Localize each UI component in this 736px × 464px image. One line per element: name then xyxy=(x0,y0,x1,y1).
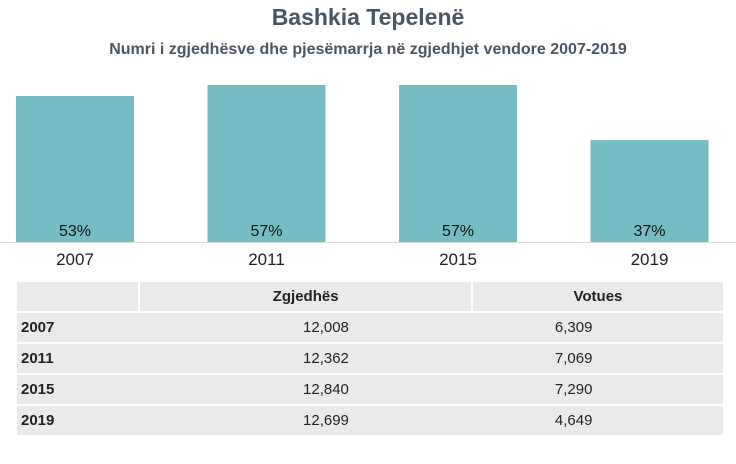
chart-title: Bashkia Tepelenë xyxy=(271,4,465,30)
bar-2007 xyxy=(16,96,134,242)
bar-value-label: 57% xyxy=(250,223,282,240)
header-zgjedhes: Zgjedhës xyxy=(138,282,471,311)
row-votues: 4,649 xyxy=(470,406,723,435)
table-header-row: Zgjedhës Votues xyxy=(17,282,723,311)
row-zgjedhes: 12,008 xyxy=(138,313,471,342)
bar-2019 xyxy=(590,140,709,242)
row-zgjedhes: 12,362 xyxy=(138,344,471,373)
bar-2015 xyxy=(399,85,517,242)
bar-2011 xyxy=(207,85,326,242)
bar-value-label: 53% xyxy=(59,223,91,240)
row-year: 2015 xyxy=(17,375,139,404)
chart-subtitle: Numri i zgjedhësve dhe pjesëmarrja në zg… xyxy=(109,41,627,58)
x-tick-label: 2011 xyxy=(248,250,285,269)
table-row: 2011 12,362 7,069 xyxy=(17,344,723,373)
bar-value-label: 57% xyxy=(442,223,474,240)
table-row: 2019 12,699 4,649 xyxy=(17,406,723,435)
bar-chart: 53% 2007 57% 2011 57% 2015 37% 2019 xyxy=(0,85,736,269)
table-row: 2015 12,840 7,290 xyxy=(17,375,723,404)
row-votues: 7,290 xyxy=(470,375,723,404)
x-tick-label: 2015 xyxy=(439,250,477,269)
table-row: 2007 12,008 6,309 xyxy=(17,313,723,342)
voters-table: Zgjedhës Votues 2007 12,008 6,309 2011 1… xyxy=(17,280,723,437)
row-zgjedhes: 12,840 xyxy=(138,375,471,404)
header-votues: Votues xyxy=(470,282,723,311)
row-zgjedhes: 12,699 xyxy=(138,406,471,435)
x-tick-label: 2007 xyxy=(56,250,94,269)
row-year: 2007 xyxy=(17,313,139,342)
row-year: 2019 xyxy=(17,406,139,435)
header-year xyxy=(17,282,139,311)
row-votues: 6,309 xyxy=(470,313,723,342)
bar-value-label: 37% xyxy=(633,223,665,240)
x-tick-label: 2019 xyxy=(631,250,669,269)
row-year: 2011 xyxy=(17,344,139,373)
row-votues: 7,069 xyxy=(470,344,723,373)
